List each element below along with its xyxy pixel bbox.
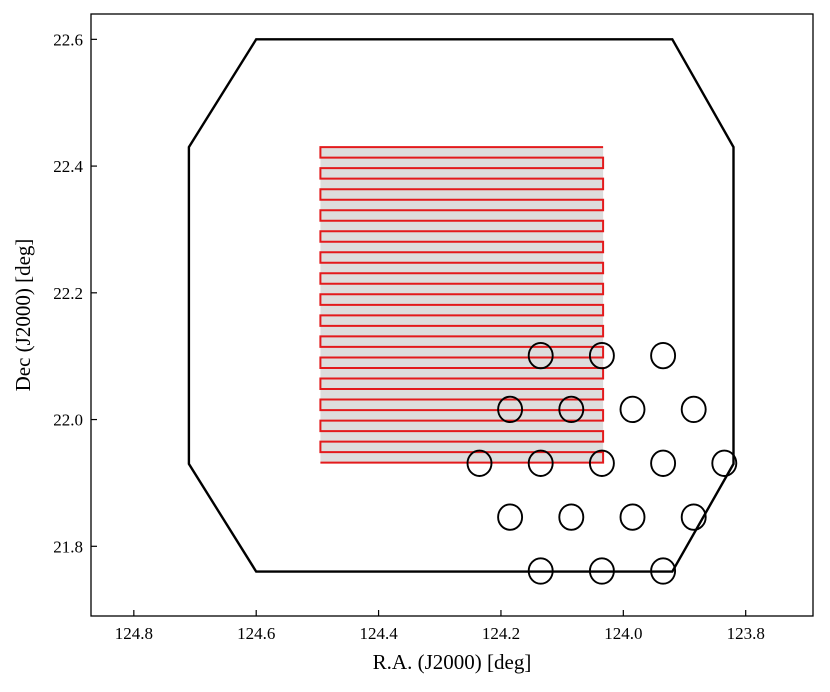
y-tick-label-3: 22.2 <box>53 284 83 303</box>
scan-pattern <box>319 146 605 464</box>
plot-content <box>187 38 738 585</box>
y-tick-label-5: 22.6 <box>53 30 83 49</box>
circle-9 <box>527 449 554 477</box>
circle-4 <box>497 395 524 424</box>
circle-5 <box>558 395 585 424</box>
x-tick-label-5: 124.0 <box>604 624 642 643</box>
circle-18 <box>588 557 615 585</box>
footprint-outline <box>187 38 735 573</box>
circle-6 <box>619 395 646 424</box>
y-tick-label-4: 22.4 <box>53 157 83 176</box>
axes-frame <box>90 13 814 617</box>
x-tick-label-1: 124.8 <box>115 624 153 643</box>
circle-8 <box>466 449 493 477</box>
x-tick-label-3: 124.4 <box>359 624 398 643</box>
x-tick-label-2: 124.6 <box>237 624 275 643</box>
circle-15 <box>619 503 646 531</box>
x-axis-label: R.A. (J2000) [deg] <box>373 650 532 674</box>
circle-2 <box>588 341 615 370</box>
circle-7 <box>680 395 707 424</box>
circle-11 <box>650 449 677 477</box>
circle-13 <box>497 503 524 531</box>
y-tick-label-1: 21.8 <box>53 537 83 556</box>
circle-19 <box>650 557 677 585</box>
circle-3 <box>650 341 677 370</box>
x-tick-label-4: 124.2 <box>482 624 520 643</box>
circle-1 <box>527 341 554 370</box>
circle-10 <box>588 449 615 477</box>
y-axis-label: Dec (J2000) [deg] <box>11 239 35 392</box>
x-tick-label-6: 123.8 <box>727 624 765 643</box>
circle-14 <box>558 503 585 531</box>
y-tick-label-2: 22.0 <box>53 411 83 430</box>
circle-16 <box>680 503 707 531</box>
circle-12 <box>711 449 738 477</box>
circle-17 <box>527 557 554 585</box>
ticks: 124.8 124.6 124.4 124.2 124.0 123.8 21.8 22.0 22… <box>53 30 765 643</box>
